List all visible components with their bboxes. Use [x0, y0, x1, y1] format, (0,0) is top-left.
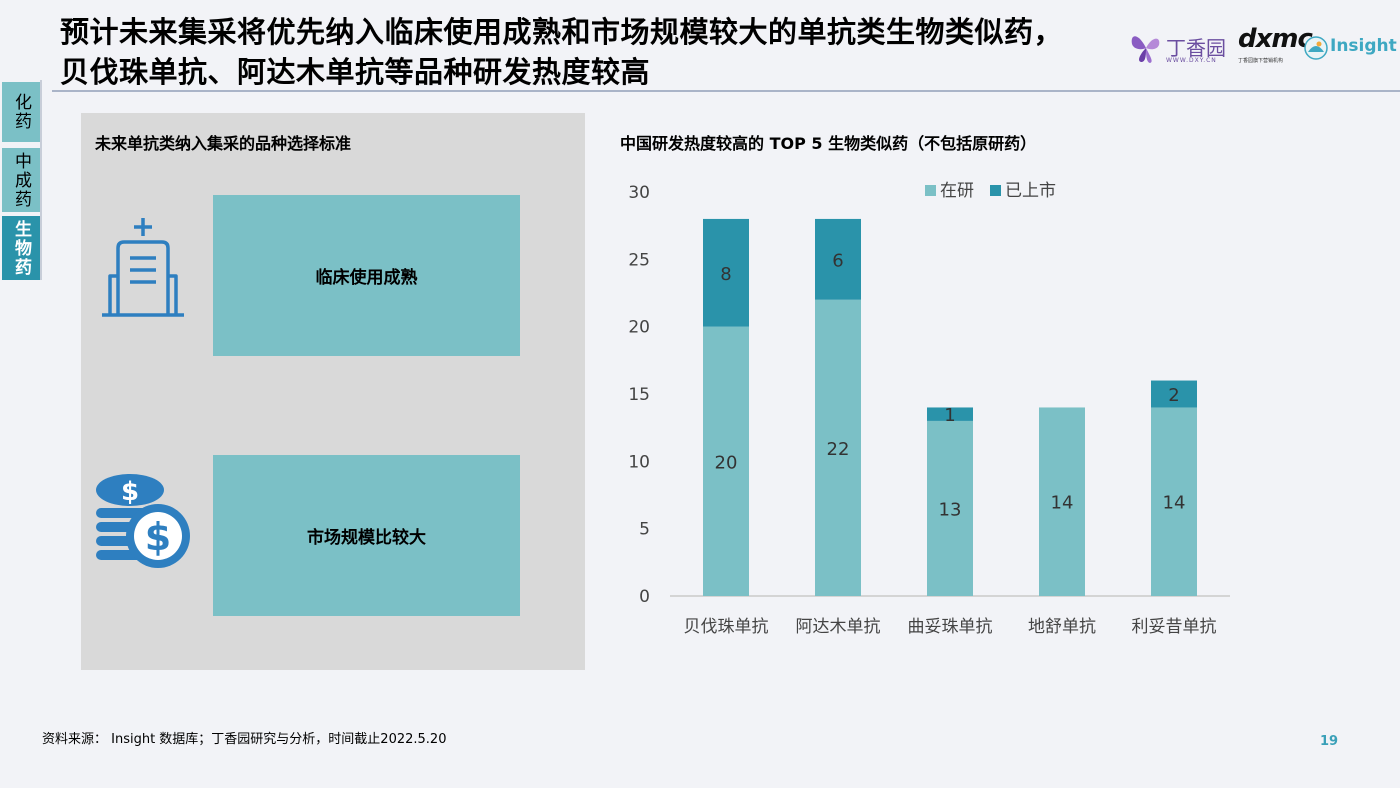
data-label: 14: [1051, 493, 1074, 514]
criteria-label: 市场规模比较大: [307, 528, 426, 548]
hospital-icon: [102, 218, 184, 317]
legend-swatch: [990, 185, 1001, 196]
butterfly-icon: [1131, 36, 1160, 63]
data-label: 22: [827, 439, 850, 460]
chart-title: 中国研发热度较高的 TOP 5 生物类似药（不包括原研药）: [620, 134, 1037, 153]
bar-marketed: [815, 218, 861, 300]
data-label: 1: [944, 405, 955, 426]
data-label: 13: [939, 499, 962, 520]
dxy-logo: 丁香园 WWW.DXY.CN: [1128, 28, 1238, 68]
criteria-heading: 未来单抗类纳入集采的品种选择标准: [95, 134, 352, 153]
data-label: 14: [1163, 493, 1186, 514]
x-tick-label: 阿达木单抗: [796, 617, 881, 637]
dxy-logo-url: WWW.DXY.CN: [1166, 57, 1217, 64]
data-label: 8: [720, 264, 731, 285]
y-tick-label: 5: [639, 520, 650, 540]
bar-in-research: [1039, 407, 1085, 596]
bar-marketed: [927, 407, 973, 421]
bar-in-research: [927, 420, 973, 596]
dxmc-logo: dxmc 丁香园旗下营销机构: [1238, 24, 1313, 68]
page-title-line-1: 预计未来集采将优先纳入临床使用成熟和市场规模较大的单抗类生物类似药，: [60, 15, 1064, 49]
dxmc-logo-name: dxmc: [1238, 24, 1313, 54]
dxy-logo-name: 丁香园: [1166, 36, 1226, 60]
x-tick-label: 曲妥珠单抗: [908, 617, 993, 637]
y-tick-label: 30: [628, 183, 650, 203]
bar-marketed: [703, 218, 749, 327]
svg-text:$: $: [145, 515, 171, 559]
data-label: 6: [832, 250, 843, 271]
side-tab-biologics[interactable]: 生物药: [2, 216, 40, 280]
source-note: 资料来源： Insight 数据库；丁香园研究与分析，时间截止2022.5.20: [42, 732, 447, 747]
bar-in-research: [815, 299, 861, 596]
y-tick-label: 25: [628, 250, 650, 270]
side-nav-divider: [40, 80, 42, 280]
side-tab-chemical[interactable]: 化药: [2, 82, 40, 142]
svg-text:$: $: [121, 477, 139, 507]
legend-swatch: [925, 185, 936, 196]
legend-label: 在研: [940, 181, 974, 201]
bar-in-research: [1151, 407, 1197, 596]
insight-logo: Insight: [1304, 34, 1397, 64]
page-title-line-2: 贝伐珠单抗、阿达木单抗等品种研发热度较高: [60, 55, 651, 89]
side-tab-tcm[interactable]: 中成药: [2, 148, 40, 212]
insight-mark-icon: [1304, 36, 1328, 60]
x-tick-label: 贝伐珠单抗: [684, 617, 769, 637]
dxmc-logo-sub: 丁香园旗下营销机构: [1238, 58, 1284, 64]
stacked-bar-chart: 0 5 10 15 20 25 30 20 8 贝伐珠单抗 22 6 阿达木单抗 13 1 曲妥珠单抗 14 地舒…: [628, 181, 1230, 637]
side-tab-label: 化药: [11, 93, 31, 131]
bar-in-research: [703, 326, 749, 596]
page-number: 19: [1320, 734, 1339, 749]
x-tick-label: 地舒单抗: [1028, 617, 1096, 637]
side-tab-label: 中成药: [11, 151, 31, 209]
logo-group: 丁香园 WWW.DXY.CN dxmc 丁香园旗下营销机构 Insight: [1128, 24, 1397, 72]
coins-icon: $ $: [96, 474, 190, 568]
data-label: 20: [715, 452, 738, 473]
y-tick-label: 20: [628, 318, 650, 338]
y-tick-label: 15: [628, 385, 650, 405]
y-tick-label: 10: [628, 452, 650, 472]
y-tick-label: 0: [639, 587, 650, 607]
criteria-box-clinical-maturity: 临床使用成熟: [213, 195, 520, 356]
title-divider: [52, 90, 1400, 92]
page-title: 预计未来集采将优先纳入临床使用成熟和市场规模较大的单抗类生物类似药， 贝伐珠单抗…: [60, 12, 1140, 92]
data-label: 2: [1168, 385, 1179, 406]
criteria-label: 临床使用成熟: [315, 268, 418, 288]
legend-label: 已上市: [1005, 181, 1056, 201]
criteria-box-market-size: 市场规模比较大: [213, 455, 520, 616]
side-tab-label: 生物药: [11, 219, 31, 277]
insight-logo-name: Insight: [1330, 36, 1397, 56]
x-tick-label: 利妥昔单抗: [1132, 617, 1217, 637]
bar-marketed: [1151, 380, 1197, 408]
